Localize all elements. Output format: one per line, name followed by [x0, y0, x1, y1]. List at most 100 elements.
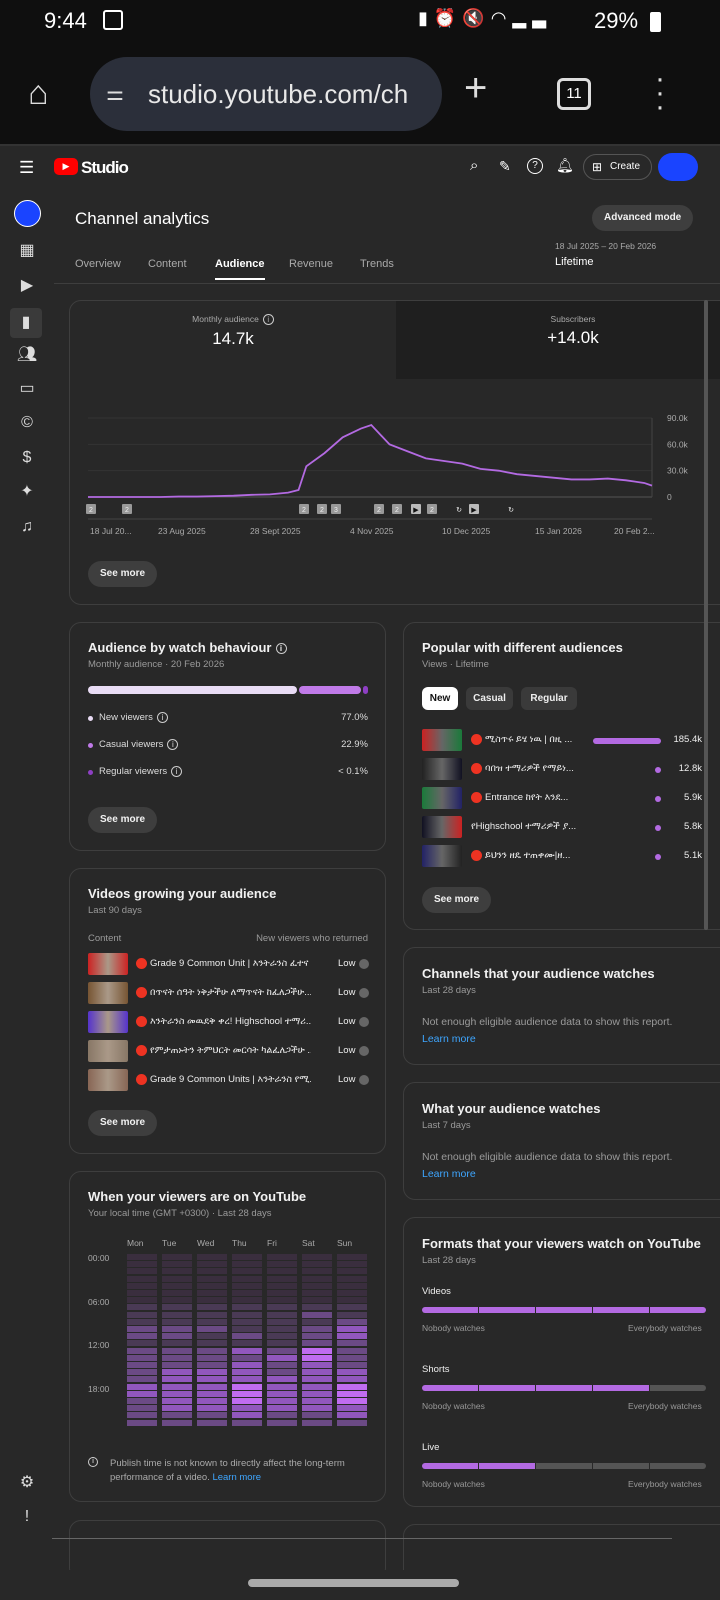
heatmap-cell[interactable] — [232, 1405, 262, 1412]
video-title[interactable]: Grade 9 Common Units | እንትራንስ የሚ... — [136, 1074, 311, 1085]
behaviour-segment[interactable] — [362, 686, 369, 694]
heatmap-cell[interactable] — [267, 1405, 297, 1412]
heatmap-cell[interactable] — [232, 1354, 262, 1361]
subtitles-icon[interactable]: ▭ — [19, 380, 35, 397]
behaviour-segment[interactable] — [298, 686, 361, 694]
heatmap-cell[interactable] — [337, 1376, 367, 1383]
growing-video-row[interactable]: Grade 9 Common Unit | እንትራንስ ፈተና ... Low — [88, 953, 370, 977]
heatmap-cell[interactable] — [302, 1318, 332, 1325]
heatmap-cell[interactable] — [197, 1268, 227, 1275]
channel-avatar[interactable] — [14, 200, 41, 227]
heatmap-cell[interactable] — [162, 1362, 192, 1368]
timeline-marker[interactable]: 2 — [392, 504, 402, 514]
info-icon[interactable]: i — [167, 739, 179, 750]
heatmap-cell[interactable] — [232, 1326, 262, 1332]
tab-audience[interactable]: Audience — [215, 258, 265, 280]
heatmap-cell[interactable] — [232, 1362, 262, 1368]
learn-more-link[interactable]: Learn more — [422, 1033, 476, 1045]
heatmap-cell[interactable] — [162, 1390, 192, 1397]
heatmap-cell[interactable] — [197, 1419, 227, 1426]
analytics-icon[interactable]: ▮ — [10, 308, 42, 338]
heatmap-cell[interactable] — [232, 1333, 262, 1340]
video-thumbnail[interactable] — [88, 982, 128, 1004]
heatmap-cell[interactable] — [267, 1383, 297, 1390]
heatmap-cell[interactable] — [127, 1318, 157, 1325]
heatmap-cell[interactable] — [127, 1275, 157, 1282]
heatmap-cell[interactable] — [197, 1261, 227, 1268]
heatmap-cell[interactable] — [162, 1261, 192, 1268]
heatmap-cell[interactable] — [337, 1290, 367, 1296]
heatmap-cell[interactable] — [127, 1362, 157, 1368]
heatmap-cell[interactable] — [267, 1275, 297, 1282]
heatmap-cell[interactable] — [162, 1304, 192, 1311]
see-more-button[interactable]: See more — [422, 887, 492, 913]
heatmap-cell[interactable] — [162, 1369, 192, 1376]
popular-video-row[interactable]: የHighschool ተማሪዎች ያ... 5.8k — [422, 816, 702, 840]
video-thumbnail[interactable] — [422, 729, 462, 751]
timeline-marker[interactable]: ▶ — [411, 504, 421, 514]
heatmap-cell[interactable] — [302, 1254, 332, 1260]
heatmap-cell[interactable] — [232, 1290, 262, 1296]
heatmap-cell[interactable] — [302, 1347, 332, 1354]
timeline-marker[interactable]: ▶ — [469, 504, 479, 514]
timeline-marker[interactable]: 2 — [86, 504, 96, 514]
video-title[interactable]: የምታጠኑትን ትምህርት መርሳት ካልፈለጋችሁ ... — [136, 1045, 311, 1056]
heatmap-cell[interactable] — [197, 1311, 227, 1318]
menu-icon[interactable]: · · · — [655, 62, 665, 123]
tab-switcher-button[interactable]: 11 — [557, 78, 591, 110]
heatmap-cell[interactable] — [197, 1290, 227, 1296]
popular-video-row[interactable]: ይህንን ዘዴ ተጠቀሙ|ዘ... 5.1k — [422, 845, 702, 869]
heatmap-cell[interactable] — [197, 1362, 227, 1368]
heatmap-cell[interactable] — [337, 1405, 367, 1412]
dashboard-icon[interactable]: ▦ — [19, 242, 35, 259]
timeline-marker[interactable]: ↻ — [454, 504, 464, 514]
chip-casual[interactable]: Casual — [466, 687, 513, 710]
heatmap-cell[interactable] — [127, 1311, 157, 1318]
heatmap-cell[interactable] — [302, 1390, 332, 1397]
heatmap-cell[interactable] — [267, 1290, 297, 1296]
heatmap-cell[interactable] — [232, 1311, 262, 1318]
tab-trends[interactable]: Trends — [360, 258, 394, 270]
heatmap-cell[interactable] — [127, 1354, 157, 1361]
heatmap-cell[interactable] — [197, 1340, 227, 1347]
heatmap-cell[interactable] — [302, 1333, 332, 1340]
heatmap-cell[interactable] — [337, 1254, 367, 1260]
timeline-marker[interactable]: 2 — [122, 504, 132, 514]
monthly-audience-metric[interactable]: Monthly audience i 14.7k — [70, 301, 396, 379]
heatmap-cell[interactable] — [162, 1290, 192, 1296]
heatmap-cell[interactable] — [232, 1282, 262, 1289]
heatmap-cell[interactable] — [302, 1419, 332, 1426]
video-thumbnail[interactable] — [422, 816, 462, 838]
heatmap-cell[interactable] — [127, 1383, 157, 1390]
heatmap-cell[interactable] — [267, 1261, 297, 1268]
heatmap-cell[interactable] — [162, 1376, 192, 1383]
heatmap-cell[interactable] — [162, 1398, 192, 1404]
tab-revenue[interactable]: Revenue — [289, 258, 334, 270]
video-title[interactable]: Entrance ከየት እንደ... — [471, 792, 596, 803]
heatmap-cell[interactable] — [232, 1275, 262, 1282]
video-thumbnail[interactable] — [88, 953, 128, 975]
heatmap-cell[interactable] — [337, 1412, 367, 1419]
heatmap-cell[interactable] — [302, 1275, 332, 1282]
heatmap-cell[interactable] — [337, 1282, 367, 1289]
heatmap-cell[interactable] — [162, 1419, 192, 1426]
heatmap-cell[interactable] — [267, 1390, 297, 1397]
heatmap-cell[interactable] — [197, 1297, 227, 1304]
customization-icon[interactable]: ✦ — [20, 483, 34, 500]
heatmap-cell[interactable] — [337, 1275, 367, 1282]
heatmap-cell[interactable] — [302, 1405, 332, 1412]
timeline-marker[interactable]: 2 — [427, 504, 437, 514]
heatmap-cell[interactable] — [162, 1412, 192, 1419]
heatmap-cell[interactable] — [197, 1412, 227, 1419]
heatmap-cell[interactable] — [267, 1297, 297, 1304]
see-more-button[interactable]: See more — [88, 561, 158, 587]
info-icon[interactable]: i — [275, 643, 287, 655]
heatmap-cell[interactable] — [267, 1311, 297, 1318]
heatmap-cell[interactable] — [162, 1354, 192, 1361]
see-more-button[interactable]: See more — [88, 1110, 158, 1136]
info-icon[interactable]: i — [171, 766, 183, 777]
heatmap-cell[interactable] — [232, 1318, 262, 1325]
heatmap-cell[interactable] — [337, 1383, 367, 1390]
heatmap-cell[interactable] — [162, 1318, 192, 1325]
tab-overview[interactable]: Overview — [75, 258, 121, 270]
